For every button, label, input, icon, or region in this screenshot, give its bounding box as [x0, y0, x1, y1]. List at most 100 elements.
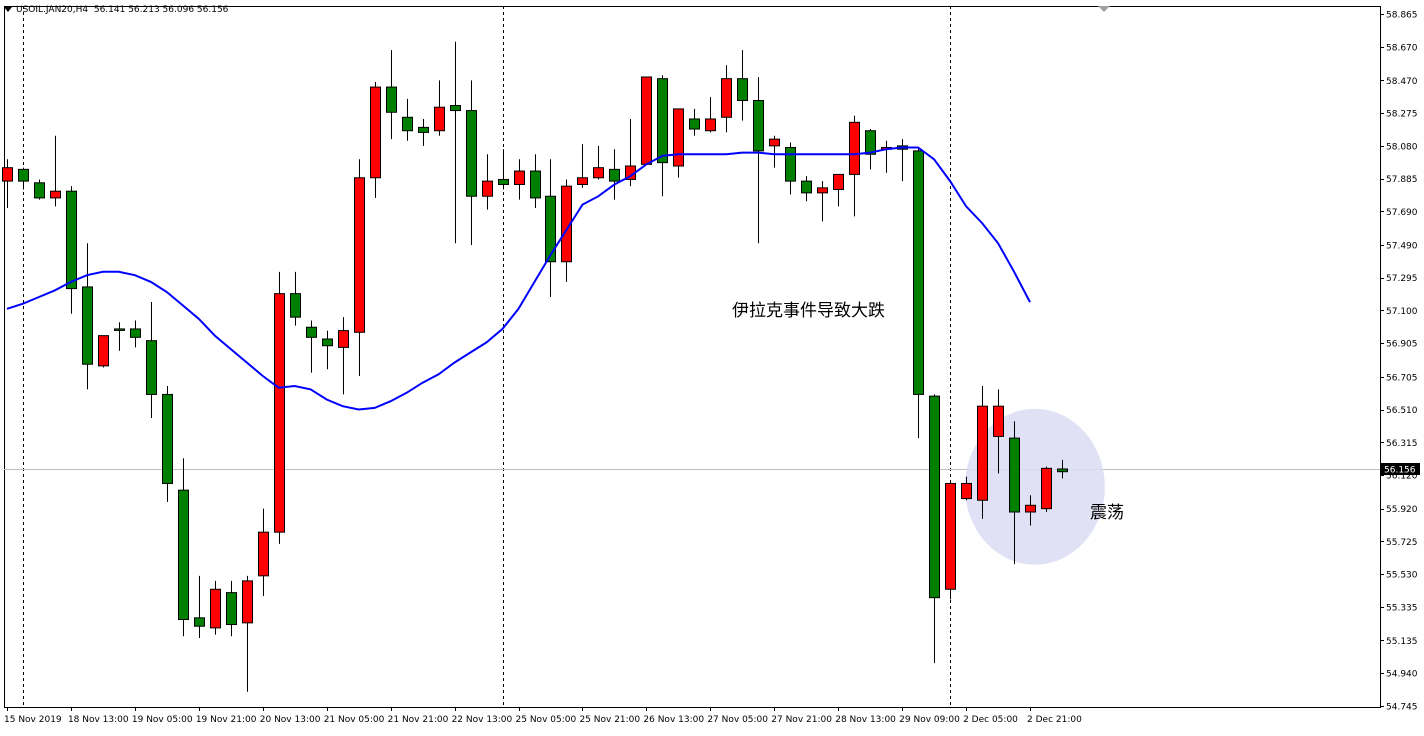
candle	[945, 482, 956, 600]
x-tick-label: 15 Nov 2019	[4, 715, 62, 725]
candle	[929, 394, 940, 664]
candle-body-bear	[2, 167, 13, 182]
x-tick-label: 22 Nov 13:00	[452, 715, 513, 725]
candle	[178, 458, 189, 637]
candle	[833, 173, 844, 207]
y-tick-label: 56.120	[1386, 472, 1418, 482]
candle	[721, 65, 732, 133]
y-tick-label: 56.315	[1386, 439, 1418, 449]
candle	[434, 80, 445, 136]
candle-body-bear	[338, 330, 349, 348]
candle	[849, 115, 860, 217]
candle	[689, 108, 700, 136]
y-tick-label: 54.940	[1386, 670, 1418, 680]
x-tick-label: 25 Nov 05:00	[516, 715, 577, 725]
candle-body-bear	[258, 531, 269, 577]
candle	[82, 243, 93, 390]
candle	[482, 154, 493, 210]
candle-body-bull	[402, 116, 413, 132]
candle-body-bear	[370, 86, 381, 179]
candle-body-bear	[1041, 467, 1052, 510]
y-tick-label: 58.470	[1386, 77, 1418, 87]
candle	[1025, 495, 1036, 526]
annotation-range-note: 震荡	[1090, 503, 1124, 523]
candle	[705, 97, 716, 133]
candle-body-bear	[977, 405, 988, 501]
current-price-tag	[1381, 463, 1420, 475]
candle-body-bear	[50, 190, 61, 199]
y-tick-label: 56.705	[1386, 373, 1418, 383]
candle	[817, 181, 828, 222]
candle	[130, 320, 141, 348]
candle	[913, 147, 924, 439]
candle	[290, 271, 301, 326]
candle	[1057, 459, 1068, 479]
candle-body-bear	[274, 293, 285, 533]
candle	[18, 167, 29, 190]
annotation-drop-note: 伊拉克事件导致大跌	[732, 301, 885, 321]
x-tick-label: 2 Dec 05:00	[963, 715, 1018, 725]
candle	[50, 135, 61, 207]
symbol-header[interactable]: USOIL.JAN20,H4 56.141 56.213 56.096 56.1…	[4, 5, 228, 15]
candle	[258, 508, 269, 596]
candle-body-bull	[785, 147, 796, 182]
y-tick-label: 55.725	[1386, 538, 1418, 548]
range-highlight-circle	[964, 408, 1105, 565]
x-tick-label: 19 Nov 21:00	[196, 715, 257, 725]
dropdown-arrow-icon[interactable]	[4, 7, 12, 12]
candle	[865, 129, 876, 170]
candle-body-bull	[1009, 437, 1020, 513]
candle-body-bull	[689, 118, 700, 130]
candle	[753, 76, 764, 244]
candle-body-bull	[753, 100, 764, 152]
y-tick-label: 58.670	[1386, 43, 1418, 53]
candle-body-bear	[98, 335, 109, 367]
candle-body-bull	[466, 110, 477, 197]
candle-body-bull	[306, 326, 317, 338]
candle-body-bull	[530, 170, 541, 199]
candle	[274, 271, 285, 544]
candle-body-bear	[817, 187, 828, 194]
y-tick-label: 55.920	[1386, 505, 1418, 515]
candle	[418, 118, 429, 146]
candle	[386, 50, 397, 140]
candle	[2, 159, 13, 208]
y-tick-label: 57.490	[1386, 241, 1418, 251]
candle-body-bull	[34, 182, 45, 199]
candle	[577, 144, 588, 188]
y-tick-label: 57.295	[1386, 274, 1418, 284]
candle	[322, 330, 333, 370]
candle	[402, 98, 413, 141]
candle-body-bear	[242, 580, 253, 624]
candle-body-bear	[705, 118, 716, 132]
candle-body-bear	[993, 405, 1004, 437]
candle-body-bull	[737, 78, 748, 101]
candle-body-bull	[1057, 468, 1068, 473]
x-tick-label: 18 Nov 13:00	[68, 715, 129, 725]
candle	[34, 179, 45, 200]
candle	[146, 302, 157, 418]
candle-body-bear	[833, 173, 844, 191]
x-tick-label: 27 Nov 05:00	[707, 715, 768, 725]
candle	[498, 149, 509, 190]
candle-body-bear	[1025, 504, 1036, 513]
candle	[785, 142, 796, 195]
candle	[226, 580, 237, 637]
x-tick-label: 27 Nov 21:00	[771, 715, 832, 725]
candle	[801, 176, 812, 202]
symbol-label: USOIL.JAN20,H4	[16, 5, 89, 15]
candle-body-bear	[577, 177, 588, 185]
chart-shift-icon[interactable]	[1098, 6, 1110, 12]
current-price-label: 56.156	[1384, 466, 1416, 476]
y-tick-label: 56.510	[1386, 406, 1418, 416]
candle-body-bull	[226, 592, 237, 626]
y-tick-label: 58.275	[1386, 110, 1418, 120]
y-tick-label: 57.100	[1386, 307, 1418, 317]
x-tick-label: 2 Dec 21:00	[1027, 715, 1082, 725]
candle	[1041, 466, 1052, 513]
candle-body-bull	[801, 180, 812, 194]
candle	[194, 575, 205, 638]
candle	[961, 476, 972, 501]
